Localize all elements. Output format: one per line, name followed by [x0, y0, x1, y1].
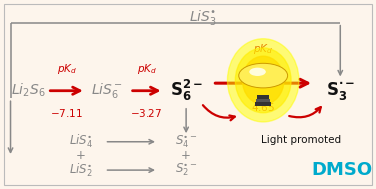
Bar: [257, 95, 269, 99]
Text: +: +: [76, 149, 86, 162]
Text: p$K_d$: p$K_d$: [253, 42, 273, 56]
Text: DMSO: DMSO: [312, 161, 373, 179]
Text: +: +: [181, 149, 191, 162]
Text: LiS$_4^{\bullet}$: LiS$_4^{\bullet}$: [69, 133, 93, 150]
Bar: [255, 102, 271, 106]
Text: $\mathbf{S_3^{\bullet-}}$: $\mathbf{S_3^{\bullet-}}$: [326, 80, 355, 102]
Text: p$K_d$: p$K_d$: [136, 62, 157, 76]
Text: S$_2^{\bullet-}$: S$_2^{\bullet-}$: [175, 162, 197, 178]
Text: S$_4^{\bullet-}$: S$_4^{\bullet-}$: [175, 133, 197, 150]
Text: Li$_2$S$_6$: Li$_2$S$_6$: [11, 82, 45, 99]
Ellipse shape: [235, 48, 291, 113]
Text: $4.65$: $4.65$: [251, 101, 275, 113]
Bar: [256, 99, 270, 102]
Circle shape: [249, 68, 266, 76]
Ellipse shape: [243, 56, 284, 105]
Text: p$K_d$: p$K_d$: [56, 62, 77, 76]
Text: $-7.11$: $-7.11$: [50, 107, 83, 119]
Text: $-3.27$: $-3.27$: [130, 107, 163, 119]
FancyBboxPatch shape: [4, 4, 372, 185]
Text: LiS$_2^{\bullet}$: LiS$_2^{\bullet}$: [69, 161, 93, 179]
Text: Light promoted: Light promoted: [261, 135, 341, 145]
Text: LiS$_6^-$: LiS$_6^-$: [91, 81, 123, 100]
Text: $\mathbf{S_6^{2-}}$: $\mathbf{S_6^{2-}}$: [170, 78, 203, 103]
Circle shape: [239, 63, 288, 88]
Ellipse shape: [227, 39, 299, 122]
Text: LiS$_3^{\bullet}$: LiS$_3^{\bullet}$: [189, 8, 217, 26]
